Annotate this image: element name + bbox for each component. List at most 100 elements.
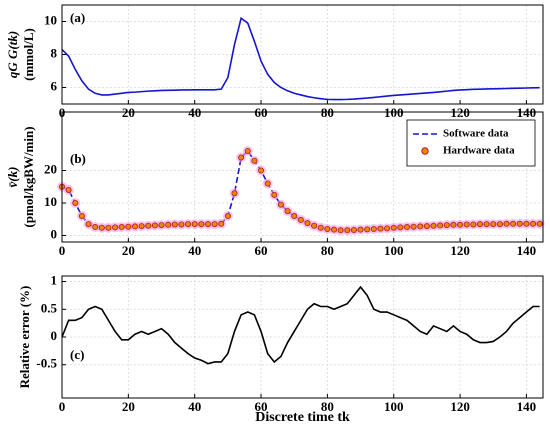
marker: [131, 223, 138, 230]
marker: [211, 221, 218, 228]
marker: [145, 222, 152, 229]
marker: [291, 212, 298, 219]
marker: [158, 222, 165, 229]
panel-label: (a): [70, 10, 85, 25]
x-tick-label: 80: [321, 243, 334, 258]
axes-frame: [61, 111, 544, 243]
y-axis-label: qG G(tk): [5, 31, 20, 78]
marker: [423, 223, 430, 230]
marker: [78, 212, 85, 219]
marker: [284, 208, 291, 215]
marker: [530, 220, 537, 227]
x-tick-label: 140: [517, 399, 537, 414]
marker: [72, 199, 79, 206]
marker: [417, 223, 424, 230]
marker: [98, 224, 105, 231]
marker: [503, 220, 510, 227]
y-axis-label: (mmol/L): [21, 28, 36, 81]
marker: [496, 221, 503, 228]
marker: [337, 227, 344, 234]
marker: [191, 221, 198, 228]
axes-frame: [61, 275, 544, 399]
marker: [450, 221, 457, 228]
panel-label: (c): [70, 347, 84, 362]
marker: [324, 225, 331, 232]
y-tick-label: 6: [51, 78, 58, 93]
y-axis-label: v̄(k): [5, 167, 20, 188]
marker: [317, 224, 324, 231]
marker: [457, 221, 464, 228]
x-tick-label: 40: [188, 399, 201, 414]
marker: [390, 224, 397, 231]
marker: [350, 226, 357, 233]
marker: [397, 224, 404, 231]
panel: 0 20 40 60 80 100 120 140 -0.5 0 0.5 1 (c) Relative e…: [17, 273, 544, 425]
marker: [185, 221, 192, 228]
legend-label: Hardware data: [443, 145, 515, 157]
x-tick-label: 0: [59, 243, 66, 258]
marker: [516, 220, 523, 227]
marker: [476, 221, 483, 228]
marker: [304, 220, 311, 227]
marker: [331, 226, 338, 233]
y-axis-label: Relative error (%): [17, 286, 32, 389]
marker: [490, 221, 497, 228]
x-tick-label: 80: [321, 399, 334, 414]
panel: 0 20 40 60 80 100 120 140 0 10 20 (b) v̄(k) (pmol/kgB…: [5, 111, 545, 258]
x-tick-label: 140: [517, 243, 537, 258]
marker: [536, 220, 543, 227]
marker: [85, 221, 92, 228]
y-tick-label: 10: [44, 12, 57, 27]
x-tick-label: 120: [450, 399, 470, 414]
marker: [370, 225, 377, 232]
x-axis-label: Discrete time tk: [255, 410, 350, 425]
marker: [364, 226, 371, 233]
marker: [311, 222, 318, 229]
marker: [138, 223, 145, 230]
marker: [443, 222, 450, 229]
panel-label: (b): [70, 151, 86, 166]
marker: [463, 221, 470, 228]
marker: [523, 220, 530, 227]
marker: [251, 157, 258, 164]
marker: [271, 191, 278, 198]
y-axis-label: (pmol/kgBW/min): [21, 126, 36, 227]
y-tick-label: 1: [51, 273, 58, 288]
marker: [204, 221, 211, 228]
marker: [151, 222, 158, 229]
marker: [224, 212, 231, 219]
x-tick-label: 40: [188, 243, 201, 258]
y-tick-label: 0: [51, 226, 58, 241]
marker: [258, 167, 265, 174]
x-tick-label: 100: [384, 243, 404, 258]
x-tick-label: 60: [255, 399, 268, 414]
axes-frame: [61, 4, 544, 105]
legend-label: Software data: [443, 128, 509, 140]
legend-box: [406, 119, 536, 167]
marker: [125, 223, 132, 230]
legend-marker: [421, 147, 429, 155]
line: [62, 285, 540, 365]
marker: [231, 190, 238, 197]
marker: [403, 224, 410, 231]
marker: [118, 224, 125, 231]
marker: [277, 201, 284, 208]
marker: [218, 220, 225, 227]
marker: [264, 180, 271, 187]
marker: [238, 154, 245, 161]
y-tick-label: 8: [51, 45, 58, 60]
marker: [65, 186, 72, 193]
y-tick-label: -0.5: [36, 356, 57, 371]
x-tick-label: 20: [122, 399, 135, 414]
marker: [165, 221, 172, 228]
y-tick-label: 10: [44, 194, 57, 209]
marker: [178, 221, 185, 228]
y-tick-label: 0: [51, 328, 58, 343]
marker: [384, 225, 391, 232]
line: [62, 16, 540, 101]
marker: [244, 147, 251, 154]
x-tick-label: 100: [384, 399, 404, 414]
marker: [377, 225, 384, 232]
